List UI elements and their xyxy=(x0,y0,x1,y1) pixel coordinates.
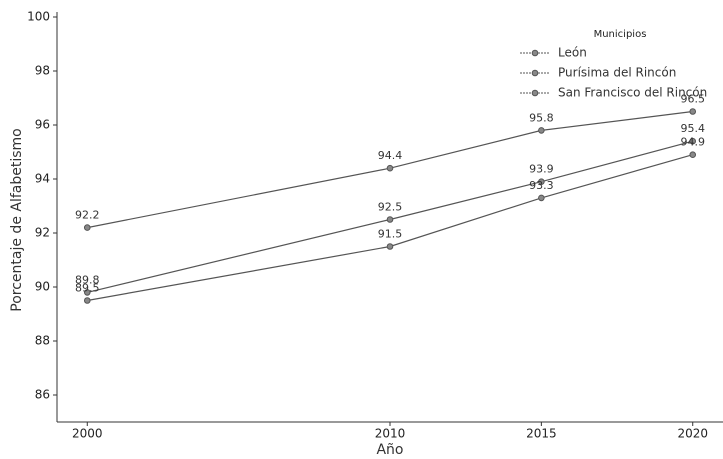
value-label: 95.8 xyxy=(529,111,554,124)
y-tick-label: 86 xyxy=(35,388,50,402)
legend-marker xyxy=(531,49,539,57)
x-tick-label: 2000 xyxy=(72,427,103,441)
y-tick-label: 90 xyxy=(35,280,50,294)
y-tick-label: 88 xyxy=(35,334,50,348)
series-line xyxy=(87,154,693,302)
series-line xyxy=(87,110,693,229)
legend-label: León xyxy=(558,46,587,60)
value-label: 92.2 xyxy=(75,209,100,222)
y-tick-label: 100 xyxy=(27,10,50,24)
value-label: 94.4 xyxy=(378,149,403,162)
point xyxy=(83,224,91,231)
y-tick-label: 96 xyxy=(35,118,50,132)
x-tick-label: 2010 xyxy=(375,427,406,441)
y-tick-label: 94 xyxy=(35,172,50,186)
y-tick-label: 92 xyxy=(35,226,50,240)
legend-marker xyxy=(531,69,539,77)
legend-label: Purísima del Rincón xyxy=(558,66,676,80)
value-label: 89.8 xyxy=(75,273,100,286)
value-label: 93.3 xyxy=(529,179,554,192)
point xyxy=(83,297,91,304)
value-label: 94.9 xyxy=(680,136,705,149)
point xyxy=(538,178,545,185)
y-tick-label: 98 xyxy=(35,64,50,78)
value-label: 93.9 xyxy=(529,163,554,176)
y-axis-title: Porcentaje de Alfabetismo xyxy=(9,128,25,311)
value-label: 96.5 xyxy=(680,93,705,106)
value-label: 95.4 xyxy=(680,122,705,135)
x-tick-label: 2020 xyxy=(677,427,708,441)
value-label: 91.5 xyxy=(378,228,403,241)
x-axis-title: Año xyxy=(376,442,403,458)
legend-title: Municipios xyxy=(594,29,647,40)
point xyxy=(689,137,697,145)
point xyxy=(386,243,394,250)
point xyxy=(386,164,394,172)
point xyxy=(538,127,545,134)
value-label: 92.5 xyxy=(378,201,403,214)
x-tick-label: 2015 xyxy=(526,427,557,441)
value-label: 89.5 xyxy=(75,282,100,295)
legend-label: San Francisco del Rincón xyxy=(558,86,707,100)
point xyxy=(689,108,697,115)
point xyxy=(689,151,697,158)
legend-marker xyxy=(531,89,539,97)
series-line xyxy=(87,140,693,293)
point xyxy=(538,194,545,202)
point xyxy=(386,216,394,223)
point xyxy=(83,289,91,296)
